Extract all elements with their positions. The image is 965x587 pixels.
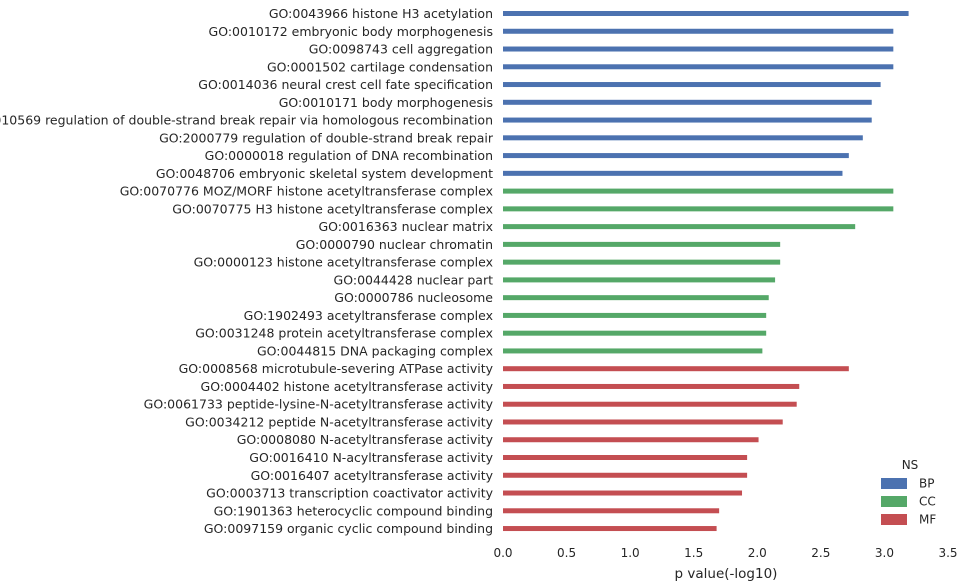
x-axis-title: p value(-log10)	[675, 566, 778, 582]
bar-cc	[503, 295, 769, 301]
bar-cc	[503, 348, 763, 354]
legend-label-cc: CC	[919, 495, 936, 509]
bar-bp	[503, 153, 849, 159]
bar-bp	[503, 170, 843, 176]
bar-cc	[503, 224, 856, 230]
category-label: GO:0061733 peptide-lysine-N-acetyltransf…	[144, 397, 494, 412]
bar-bp	[503, 135, 863, 141]
legend-swatch-cc	[881, 496, 907, 507]
x-tick-label: 1.5	[684, 546, 703, 560]
bar-mf	[503, 419, 783, 425]
bar-bp	[503, 82, 881, 88]
category-label: GO:0016363 nuclear matrix	[318, 219, 493, 234]
category-label: GO:0010172 embryonic body morphogenesis	[209, 24, 493, 39]
category-label: GO:0048706 embryonic skeletal system dev…	[156, 166, 493, 181]
bar-bp	[503, 28, 894, 34]
category-label: GO:0010171 body morphogenesis	[279, 95, 493, 110]
legend-label-mf: MF	[919, 513, 936, 527]
bar-mf	[503, 383, 800, 389]
category-label: GO:0016407 acetyltransferase activity	[251, 468, 494, 483]
x-tick-label: 3.5	[938, 546, 957, 560]
bar-mf	[503, 490, 743, 496]
category-label: GO:0000123 histone acetyltransferase com…	[194, 255, 493, 270]
x-axis-ticks: 0.0 0.5 1.0 1.5 2.0 2.5 3.0 3.5	[493, 546, 957, 560]
legend: NS BP CC MF	[881, 458, 936, 527]
category-label: GO:2000779 regulation of double-strand b…	[159, 130, 494, 145]
bar-bp	[503, 117, 872, 123]
bar-cc	[503, 259, 781, 265]
category-label: GO:0034212 peptide N-acetyltransferase a…	[185, 414, 493, 429]
category-label: GO:0010569 regulation of double-strand b…	[0, 113, 493, 128]
x-tick-label: 2.0	[748, 546, 767, 560]
bar-cc	[503, 241, 781, 247]
category-label: GO:1902493 acetyltransferase complex	[244, 308, 493, 323]
bar-mf	[503, 437, 759, 443]
bar-bp	[503, 11, 909, 16]
x-tick-label: 1.0	[621, 546, 640, 560]
category-label: GO:0031248 protein acetyltransferase com…	[195, 326, 493, 341]
category-label: GO:0044428 nuclear part	[334, 272, 494, 287]
category-labels: GO:0043966 histone H3 acetylation GO:0010…	[0, 6, 494, 536]
category-label: GO:0008568 microtubule-severing ATPase a…	[179, 361, 494, 376]
category-label: GO:0097159 organic cyclic compound bindi…	[204, 521, 493, 536]
category-label: GO:0016410 N-acyltransferase activity	[249, 450, 493, 465]
bar-mf	[503, 401, 797, 407]
legend-swatch-bp	[881, 478, 907, 489]
bar-mf	[503, 526, 717, 532]
legend-entries: BP CC MF	[881, 477, 936, 527]
bar-cc	[503, 330, 767, 336]
category-label: GO:0000790 nuclear chromatin	[296, 237, 493, 252]
x-tick-label: 0.0	[493, 546, 512, 560]
category-label: GO:0008080 N-acetyltransferase activity	[237, 432, 494, 447]
bar-bp	[503, 64, 894, 70]
category-label: GO:0000018 regulation of DNA recombinati…	[205, 148, 493, 163]
bar-mf	[503, 455, 748, 460]
category-label: GO:0001502 cartilage condensation	[267, 59, 493, 74]
bar-cc	[503, 206, 894, 212]
x-tick-label: 3.0	[875, 546, 894, 560]
bar-bp	[503, 46, 894, 52]
category-label: GO:1901363 heterocyclic compound binding	[214, 503, 493, 518]
bar-mf	[503, 366, 849, 372]
bar-mf	[503, 508, 720, 514]
category-label: GO:0044815 DNA packaging complex	[257, 343, 493, 358]
x-tick-label: 2.5	[811, 546, 830, 560]
bar-cc	[503, 277, 776, 283]
bar-cc	[503, 188, 894, 194]
bar-mf	[503, 472, 748, 478]
bar-bp	[503, 99, 872, 105]
category-label: GO:0070775 H3 histone acetyltransferase …	[172, 201, 493, 216]
x-tick-label: 0.5	[557, 546, 576, 560]
category-label: GO:0014036 neural crest cell fate specif…	[198, 77, 493, 92]
bars-layer	[503, 11, 909, 532]
legend-title: NS	[902, 458, 919, 472]
category-label: GO:0070776 MOZ/MORF histone acetyltransf…	[120, 184, 493, 199]
legend-swatch-mf	[881, 514, 907, 525]
category-label: GO:0004402 histone acetyltransferase act…	[201, 379, 494, 394]
category-label: GO:0003713 transcription coactivator act…	[206, 486, 493, 501]
category-label: GO:0043966 histone H3 acetylation	[269, 6, 493, 21]
bar-cc	[503, 312, 767, 318]
category-label: GO:0000786 nucleosome	[334, 290, 493, 305]
legend-label-bp: BP	[919, 477, 934, 491]
category-label: GO:0098743 cell aggregation	[309, 42, 493, 57]
